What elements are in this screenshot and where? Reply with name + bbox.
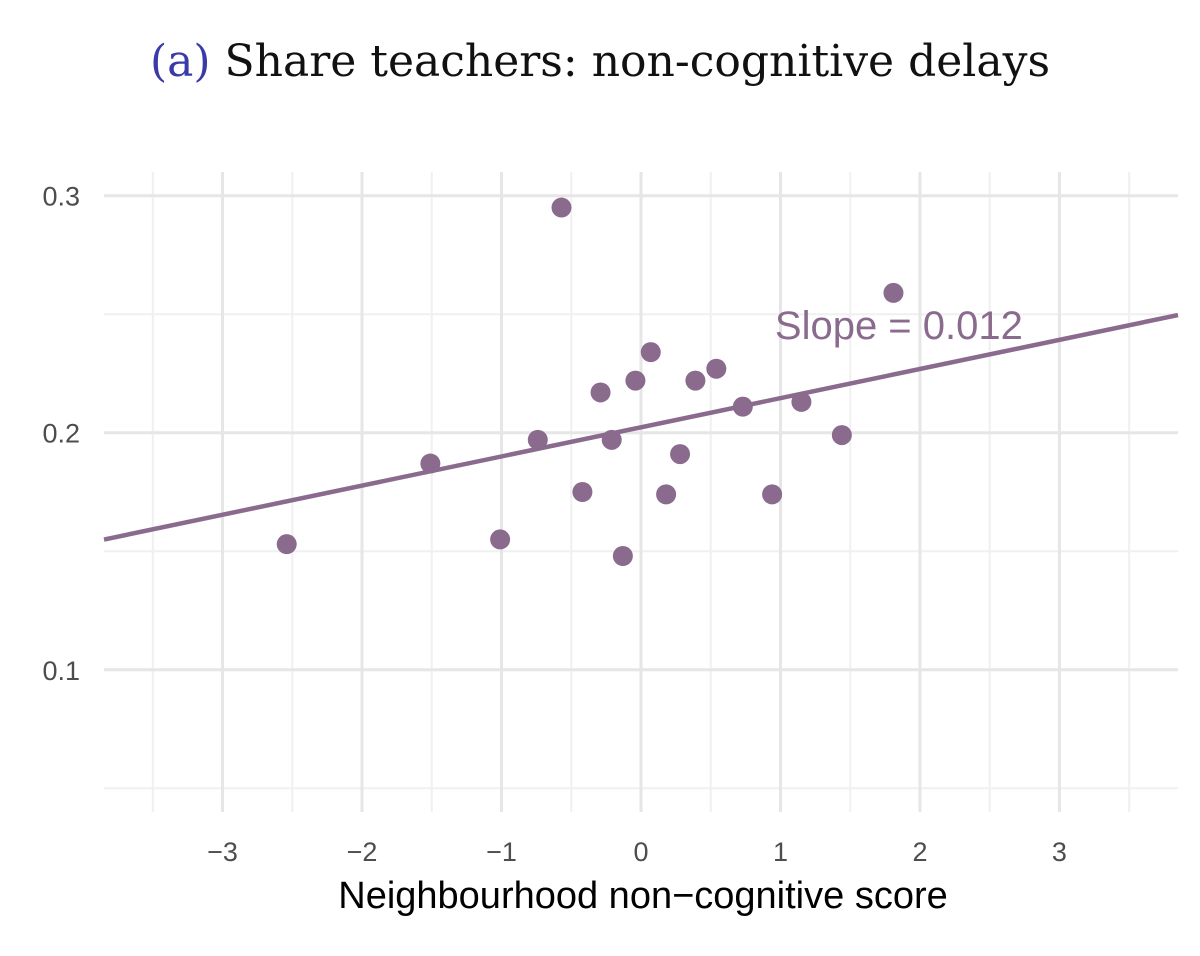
x-tick-label: −2 [347, 837, 378, 867]
data-point [685, 370, 706, 391]
y-tick-label: 0.3 [42, 182, 80, 212]
data-point [706, 358, 727, 379]
slope-annotation: Slope = 0.012 [775, 304, 1023, 348]
data-point [640, 342, 661, 363]
fit-line-group [103, 312, 1179, 542]
data-point [831, 425, 852, 446]
x-tick-label: −1 [486, 837, 517, 867]
data-point [276, 534, 297, 555]
x-tick-label: 1 [773, 837, 788, 867]
data-point [762, 484, 783, 505]
data-point [656, 484, 677, 505]
data-point [625, 370, 646, 391]
panel-title: Share teachers: non-cognitive delays [224, 36, 1051, 87]
data-point [572, 482, 593, 502]
x-tick-label: 0 [633, 837, 648, 867]
x-tick-label: −3 [207, 837, 238, 867]
data-point [612, 546, 633, 566]
x-axis-title: Neighbourhood non−cognitive score [338, 875, 947, 917]
data-point [551, 197, 572, 218]
data-point [420, 453, 441, 474]
x-tick-label: 3 [1052, 837, 1067, 867]
major-gridlines [104, 172, 1178, 812]
data-point [527, 429, 548, 450]
x-tick-label: 2 [912, 837, 927, 867]
fit-line [103, 312, 1179, 542]
data-points [276, 197, 904, 566]
chart-title: (a) Share teachers: non-cognitive delays [0, 36, 1200, 87]
y-axis-ticks: 0.1 0.2 0.3 [42, 182, 80, 686]
data-point [590, 382, 611, 403]
data-point [670, 444, 691, 465]
x-axis-ticks: −3 −2 −1 0 1 2 3 [207, 837, 1067, 867]
data-point [732, 396, 753, 417]
panel-label: (a) [149, 36, 211, 87]
data-point [791, 391, 812, 412]
data-point [883, 282, 904, 303]
y-tick-label: 0.1 [42, 656, 80, 686]
data-point [490, 529, 511, 550]
data-point [601, 429, 622, 450]
y-tick-label: 0.2 [42, 419, 80, 449]
